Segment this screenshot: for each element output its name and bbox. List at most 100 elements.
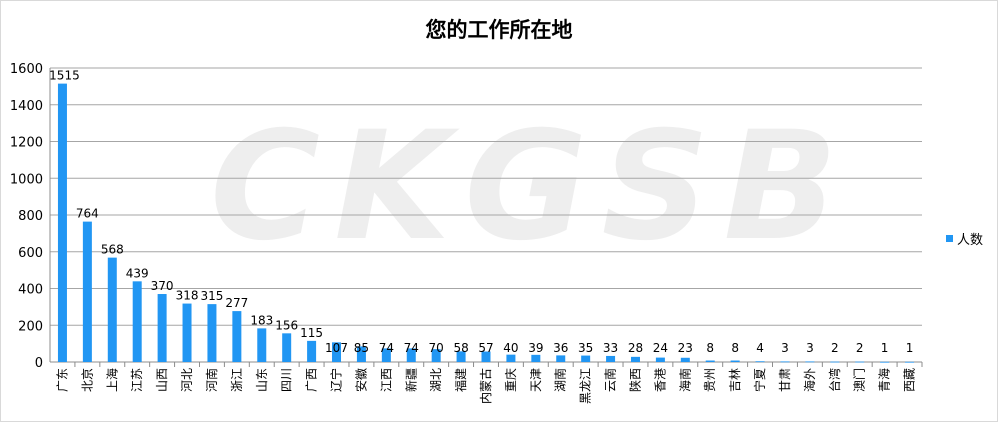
x-tick-label: 山西 [155, 368, 169, 392]
x-tick-label: 澳门 [852, 368, 867, 392]
bar [905, 361, 915, 363]
x-tick-label: 贵州 [703, 368, 717, 392]
bar [780, 361, 790, 363]
data-label: 1515 [49, 69, 80, 83]
x-tick-label: 甘肃 [778, 368, 792, 392]
y-tick-label: 1000 [10, 172, 43, 187]
x-tick-label: 湖南 [553, 368, 568, 392]
x-tick-label: 内蒙古 [478, 368, 493, 404]
bar [630, 356, 640, 362]
x-tick-label: 江西 [379, 368, 393, 392]
data-label: 36 [553, 341, 568, 355]
bar [182, 303, 192, 362]
legend: 人数 [946, 229, 983, 248]
x-tick-label: 台湾 [827, 368, 842, 392]
x-tick-label: 北京 [80, 368, 94, 392]
bar [531, 354, 541, 362]
data-label: 57 [478, 341, 493, 355]
x-tick-label: 四川 [280, 368, 294, 392]
x-tick-label: 河北 [180, 368, 194, 392]
data-label: 764 [76, 207, 99, 221]
bar [406, 348, 416, 362]
x-tick-label: 西藏 [903, 368, 917, 392]
bar [356, 346, 366, 362]
x-tick-label: 青海 [877, 368, 892, 392]
bar [456, 351, 466, 362]
y-tick-label: 400 [18, 283, 43, 298]
y-tick-label: 800 [18, 209, 43, 224]
bar [606, 355, 616, 362]
y-tick-label: 1200 [10, 136, 43, 151]
data-label: 74 [379, 341, 394, 355]
x-tick-label: 福建 [453, 368, 468, 392]
x-tick-label: 广西 [305, 368, 319, 392]
data-label: 2 [831, 341, 839, 355]
data-label: 40 [503, 341, 518, 355]
data-label: 107 [325, 341, 348, 355]
bar [730, 360, 740, 362]
data-label: 183 [250, 313, 273, 327]
y-tick-label: 1400 [10, 99, 43, 114]
data-label: 1 [906, 341, 914, 355]
data-label: 23 [678, 341, 693, 355]
data-label: 8 [706, 341, 714, 355]
bar [506, 354, 516, 362]
x-tick-label: 香港 [653, 368, 667, 392]
y-tick-label: 0 [35, 356, 43, 371]
data-label: 24 [653, 341, 668, 355]
data-label: 318 [176, 289, 199, 303]
data-label: 74 [404, 341, 419, 355]
bar [805, 361, 815, 363]
bar [655, 357, 665, 362]
data-label: 33 [603, 341, 618, 355]
bar [880, 361, 890, 363]
bar [307, 340, 317, 362]
bar [57, 83, 67, 363]
data-label: 85 [354, 341, 369, 355]
data-label: 3 [806, 341, 814, 355]
x-tick-label: 河南 [204, 368, 219, 392]
x-tick-label: 天津 [529, 368, 543, 392]
data-label: 39 [528, 341, 543, 355]
data-label: 315 [200, 289, 223, 303]
x-tick-label: 湖北 [428, 368, 443, 392]
data-label: 70 [429, 341, 444, 355]
bar [581, 355, 591, 362]
bar [107, 257, 117, 362]
data-label: 28 [628, 341, 643, 355]
data-label: 277 [225, 296, 248, 310]
data-label: 1 [881, 341, 889, 355]
data-label: 439 [126, 266, 149, 280]
bar [830, 361, 840, 363]
x-tick-label: 安徽 [353, 368, 368, 392]
x-tick-label: 陕西 [627, 368, 642, 392]
data-label: 8 [731, 341, 739, 355]
bar [82, 221, 92, 362]
bar [257, 328, 267, 362]
bar [332, 342, 342, 362]
data-label: 3 [781, 341, 789, 355]
bar [282, 333, 292, 362]
x-tick-label: 海南 [677, 368, 692, 392]
bar [132, 281, 142, 362]
x-tick-label: 浙江 [230, 368, 244, 392]
y-tick-label: 200 [18, 319, 43, 334]
bar [855, 361, 865, 363]
chart-title: 您的工作所在地 [425, 18, 573, 42]
bar [232, 311, 242, 362]
data-label: 115 [300, 326, 323, 340]
x-tick-label: 广东 [55, 368, 69, 392]
data-label: 35 [578, 341, 593, 355]
x-tick-label: 上海 [104, 368, 119, 392]
bar [680, 357, 690, 362]
bar [381, 348, 391, 362]
bar [207, 304, 217, 362]
x-tick-label: 新疆 [403, 368, 418, 392]
bar [556, 355, 566, 362]
bar [705, 360, 715, 362]
bar [431, 349, 441, 362]
x-tick-label: 辽宁 [329, 368, 344, 392]
x-tick-label: 黑龙江 [579, 368, 593, 404]
data-label: 2 [856, 341, 864, 355]
